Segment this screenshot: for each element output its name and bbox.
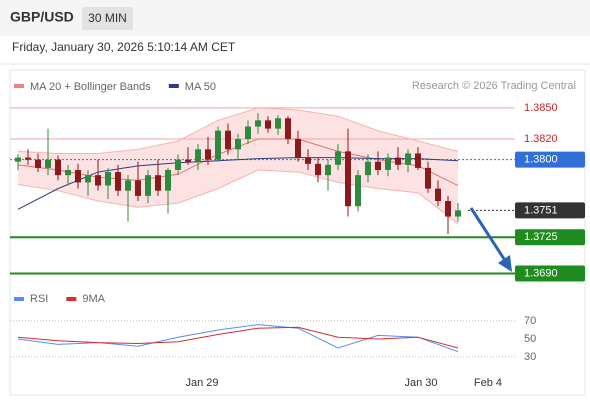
level-tag [515,202,585,219]
candle-body [245,126,251,139]
legend-swatch [14,297,24,301]
candle-body [195,149,201,162]
candle-body [345,151,351,207]
level-label: 1.3800 [524,154,558,166]
level-label: 1.3690 [524,267,558,279]
legend-label: MA 20 + Bollinger Bands [30,81,151,93]
level-label: 1.3850 [524,102,558,114]
x-tick-label: Feb 4 [474,377,502,389]
legend-label: 9MA [82,293,105,305]
candle-body [365,161,371,176]
candle-body [385,157,391,170]
candle-body [95,175,101,186]
candle-body [295,138,301,158]
symbol: GBP/USD [10,9,74,25]
candle-body [205,149,211,160]
level-tag [515,151,585,168]
candle-body [415,153,421,168]
candle-body [355,175,361,207]
candle-body [55,159,61,176]
candle-body [65,170,71,176]
level-label: 1.3725 [524,231,558,243]
candle-body [375,161,381,170]
candle-body [15,157,21,162]
level-label: 1.3820 [524,133,558,145]
candle-body [215,130,221,160]
rsi-tick-label: 30 [524,351,536,363]
arrow-head [498,255,512,272]
candle-body [115,172,121,191]
candle-body [45,159,51,168]
candle-body [445,201,451,217]
overlay-line [17,169,459,225]
rsi-line [17,324,459,353]
candle-body [325,164,331,176]
candle-body [335,151,341,165]
candle-body [395,157,401,165]
rsi-tick-label: 50 [524,333,536,345]
bollinger-band [18,107,458,224]
level-tag [515,265,585,282]
candle-body [285,118,291,139]
credit: Research © 2026 Trading Central [412,80,576,92]
timeframe-button[interactable] [82,7,133,30]
candle-body [85,175,91,183]
candle-body [145,175,151,196]
candle-body [275,118,281,129]
x-tick-label: Jan 29 [185,377,218,389]
overlay-line [17,107,459,154]
candle-body [135,180,141,196]
legend-swatch [66,297,77,301]
candle-body [235,138,241,150]
rsi-line [17,326,459,349]
candle-body [75,170,81,183]
candle-body [105,172,111,186]
candle-body [165,170,171,191]
candle-body [315,163,321,176]
legend-swatch [14,84,24,88]
legend-label: RSI [30,293,48,305]
candle-body [175,159,181,170]
legend-swatch [168,84,179,88]
x-tick-label: Jan 30 [404,377,437,389]
candle-body [185,159,191,162]
level-tag [515,229,585,246]
rsi-tick-label: 70 [524,315,536,327]
timeframe[interactable]: 30 MIN [88,11,127,25]
candle-body [305,157,311,164]
candle-body [125,180,131,191]
candle-body [405,153,411,165]
timestamp: Friday, January 30, 2026 5:10:14 AM CET [12,40,236,54]
candle-body [25,157,31,160]
candle-body [455,210,461,217]
candle-body [265,120,271,129]
candle-body [35,159,41,168]
candle-body [425,167,431,189]
candle-body [155,175,161,191]
forecast-arrow [469,207,508,263]
level-label: 1.3751 [524,204,558,216]
legend-label: MA 50 [185,81,216,93]
candle-body [435,188,441,202]
candle-body [255,120,261,127]
candle-body [225,130,231,150]
overlay-line [17,157,459,210]
